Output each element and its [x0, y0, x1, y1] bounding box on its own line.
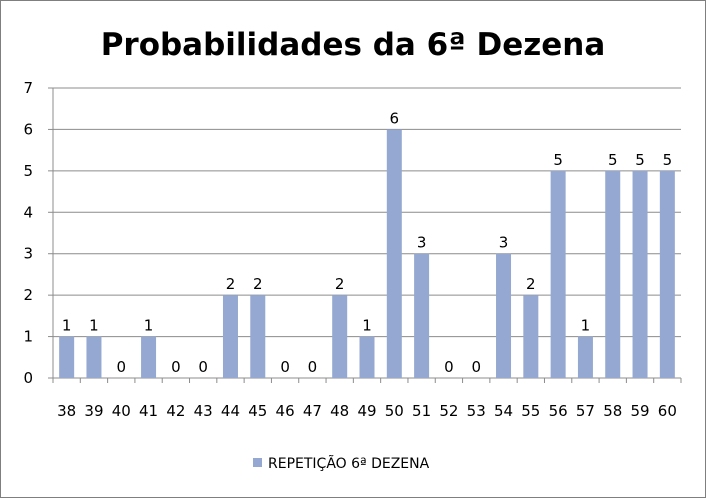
- bar-54: [496, 253, 512, 378]
- y-tick-label-6: 6: [23, 120, 33, 138]
- x-tick-label-46: 46: [276, 402, 295, 420]
- x-tick-label-60: 60: [658, 402, 677, 420]
- data-label-58: 5: [608, 151, 618, 169]
- data-label-54: 3: [499, 234, 509, 252]
- data-label-56: 5: [553, 151, 563, 169]
- bar-44: [222, 295, 238, 378]
- data-label-60: 5: [663, 151, 673, 169]
- x-tick-label-47: 47: [303, 402, 322, 420]
- x-tick-label-54: 54: [494, 402, 513, 420]
- data-label-47: 0: [308, 358, 318, 376]
- data-label-42: 0: [171, 358, 181, 376]
- x-tick-label-38: 38: [57, 402, 76, 420]
- x-tick-label-43: 43: [194, 402, 213, 420]
- legend: REPETIÇÃO 6ª DEZENA: [253, 455, 430, 472]
- data-label-46: 0: [280, 358, 290, 376]
- x-tick-label-56: 56: [549, 402, 568, 420]
- x-axis-tick-labels: 38 39 40 41 42 43 44 45 46 47 48 49 50 51 52 53 54 55 56 57…: [57, 402, 677, 420]
- bar-38: [59, 336, 75, 378]
- x-tick-label-51: 51: [412, 402, 431, 420]
- bar-41: [141, 336, 157, 378]
- x-tick-label-50: 50: [385, 402, 404, 420]
- y-tick-label-1: 1: [23, 328, 33, 346]
- x-tick-label-55: 55: [521, 402, 540, 420]
- y-tick-label-3: 3: [23, 245, 33, 263]
- data-label-44: 2: [226, 275, 236, 293]
- data-label-43: 0: [198, 358, 208, 376]
- x-tick-label-49: 49: [357, 402, 376, 420]
- data-label-53: 0: [471, 358, 481, 376]
- data-label-41: 1: [144, 317, 154, 335]
- x-tick-label-52: 52: [439, 402, 458, 420]
- data-label-52: 0: [444, 358, 454, 376]
- data-label-49: 1: [362, 317, 372, 335]
- bars: [59, 129, 675, 378]
- gridlines: [53, 87, 681, 338]
- data-label-48: 2: [335, 275, 345, 293]
- data-label-38: 1: [62, 317, 72, 335]
- y-tick-label-2: 2: [23, 286, 33, 304]
- y-tick-label-4: 4: [23, 203, 33, 221]
- x-tick-label-59: 59: [630, 402, 649, 420]
- data-label-50: 6: [390, 109, 400, 127]
- x-tick-label-41: 41: [139, 402, 158, 420]
- data-label-57: 1: [581, 317, 591, 335]
- data-label-45: 2: [253, 275, 263, 293]
- y-axis-tick-labels: 0 1 2 3 4 5 6 7: [23, 79, 33, 387]
- legend-swatch: [253, 458, 262, 467]
- legend-label: REPETIÇÃO 6ª DEZENA: [268, 455, 430, 472]
- x-tick-label-58: 58: [603, 402, 622, 420]
- x-tick-label-40: 40: [112, 402, 131, 420]
- bar-57: [577, 336, 593, 378]
- x-tick-label-39: 39: [84, 402, 103, 420]
- y-tick-label-7: 7: [23, 79, 33, 97]
- bar-60: [659, 170, 675, 378]
- data-label-40: 0: [116, 358, 126, 376]
- bar-56: [550, 170, 566, 378]
- data-label-51: 3: [417, 234, 427, 252]
- chart-title: Probabilidades da 6ª Dezena: [101, 27, 606, 63]
- bar-58: [605, 170, 621, 378]
- data-label-55: 2: [526, 275, 536, 293]
- bar-50: [386, 129, 402, 378]
- x-tick-label-57: 57: [576, 402, 595, 420]
- x-tick-label-45: 45: [248, 402, 267, 420]
- bar-39: [86, 336, 102, 378]
- bar-45: [250, 295, 266, 378]
- bar-49: [359, 336, 375, 378]
- x-tick-label-44: 44: [221, 402, 240, 420]
- bar-55: [523, 295, 539, 378]
- data-label-39: 1: [89, 317, 99, 335]
- bar-59: [632, 170, 648, 378]
- y-tick-label-0: 0: [23, 369, 33, 387]
- x-tick-label-53: 53: [467, 402, 486, 420]
- bar-48: [332, 295, 348, 378]
- y-tick-label-5: 5: [23, 162, 33, 180]
- x-tick-label-48: 48: [330, 402, 349, 420]
- x-tick-label-42: 42: [166, 402, 185, 420]
- bar-51: [414, 253, 430, 378]
- data-label-59: 5: [635, 151, 645, 169]
